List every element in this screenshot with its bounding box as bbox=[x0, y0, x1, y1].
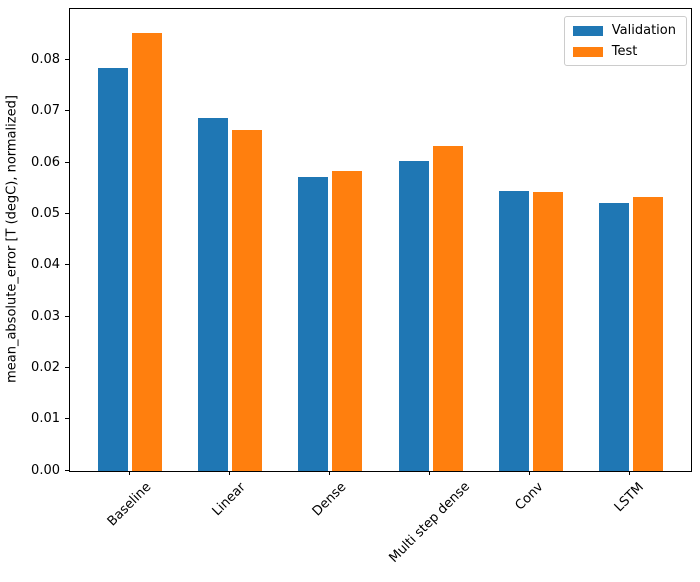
y-tick-mark-0.02 bbox=[65, 366, 69, 368]
y-tick-label-0.01: 0.01 bbox=[31, 411, 60, 427]
x-tick-label-dense: Dense bbox=[309, 479, 350, 520]
validation-color-swatch bbox=[572, 25, 603, 36]
x-tick-label-conv: Conv bbox=[512, 479, 547, 514]
legend-item-test: Test bbox=[572, 43, 676, 60]
y-tick-mark-0.04 bbox=[65, 264, 69, 266]
y-tick-label-0.08: 0.08 bbox=[31, 51, 60, 67]
x-tick-mark-baseline bbox=[128, 471, 130, 475]
y-tick-mark-0.00 bbox=[65, 469, 69, 471]
bar-validation-lstm bbox=[598, 203, 629, 471]
bars-layer bbox=[70, 9, 691, 471]
y-tick-label-0.05: 0.05 bbox=[31, 205, 60, 221]
legend-label-validation: Validation bbox=[611, 23, 676, 38]
bar-test-baseline bbox=[132, 32, 163, 471]
x-tick-label-baseline: Baseline bbox=[104, 479, 155, 530]
x-tick-label-lstm: LSTM bbox=[612, 479, 648, 515]
y-tick-mark-0.06 bbox=[65, 161, 69, 163]
test-color-swatch bbox=[572, 46, 603, 57]
y-tick-label-0.00: 0.00 bbox=[31, 462, 60, 478]
y-tick-mark-0.01 bbox=[65, 418, 69, 420]
y-tick-label-0.06: 0.06 bbox=[31, 154, 60, 170]
bar-validation-conv bbox=[498, 190, 529, 471]
bar-test-multi-step-dense bbox=[432, 145, 463, 471]
y-tick-mark-0.05 bbox=[65, 212, 69, 214]
bar-test-conv bbox=[532, 192, 563, 471]
bar-test-linear bbox=[232, 130, 263, 471]
y-tick-mark-0.03 bbox=[65, 315, 69, 317]
legend-label-test: Test bbox=[611, 44, 638, 59]
x-tick-mark-linear bbox=[228, 471, 230, 475]
x-tick-mark-multi-step-dense bbox=[429, 471, 431, 475]
y-axis-label: mean_absolute_error [T (degC), normalize… bbox=[4, 95, 20, 383]
y-tick-mark-0.07 bbox=[65, 110, 69, 112]
bar-test-dense bbox=[332, 171, 363, 471]
bar-validation-dense bbox=[298, 176, 329, 471]
x-tick-mark-dense bbox=[328, 471, 330, 475]
x-tick-mark-conv bbox=[529, 471, 531, 475]
bar-validation-multi-step-dense bbox=[398, 160, 429, 471]
plot-area: Validation Test bbox=[69, 8, 692, 472]
bar-validation-baseline bbox=[98, 67, 129, 471]
y-tick-label-0.07: 0.07 bbox=[31, 103, 60, 119]
y-tick-label-0.02: 0.02 bbox=[31, 359, 60, 375]
y-tick-label-0.03: 0.03 bbox=[31, 308, 60, 324]
y-tick-mark-0.08 bbox=[65, 58, 69, 60]
bar-validation-linear bbox=[198, 117, 229, 471]
legend-item-validation: Validation bbox=[572, 22, 676, 39]
bar-test-lstm bbox=[632, 197, 663, 471]
x-tick-mark-lstm bbox=[629, 471, 631, 475]
legend: Validation Test bbox=[563, 16, 687, 66]
x-tick-label-multi-step-dense: Multi step dense bbox=[386, 479, 474, 567]
x-tick-label-linear: Linear bbox=[209, 479, 250, 519]
y-tick-label-0.04: 0.04 bbox=[31, 257, 60, 273]
